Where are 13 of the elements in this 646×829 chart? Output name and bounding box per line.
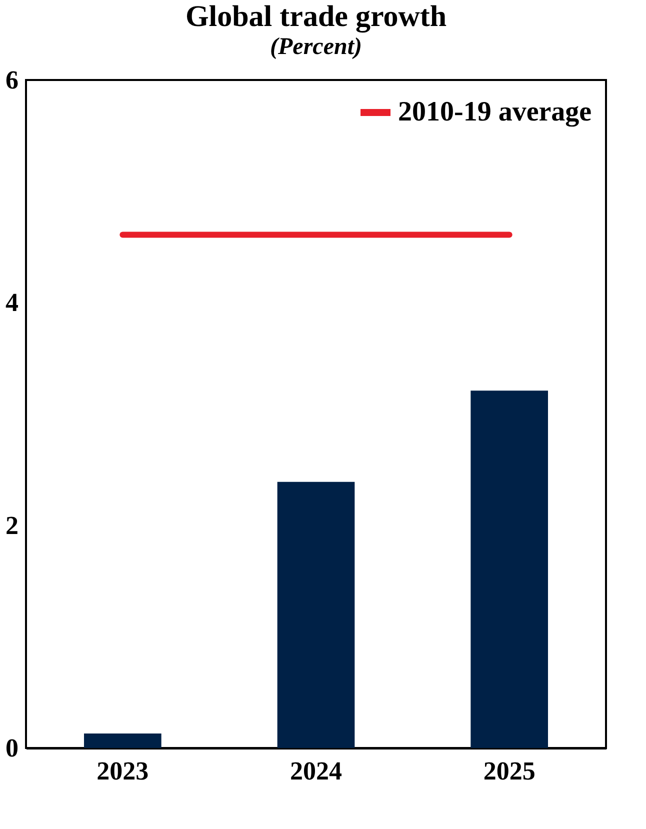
y-tick-label: 6 (6, 66, 18, 94)
y-tick-label: 0 (6, 734, 18, 762)
bar (84, 734, 162, 748)
y-tick-label: 2 (6, 510, 18, 540)
x-tick-label: 2023 (96, 756, 149, 786)
bar (277, 482, 355, 748)
y-tick-label: 4 (6, 288, 18, 318)
legend-label: 2010-19 average (398, 96, 592, 128)
chart-title: Global trade growth (185, 0, 447, 33)
x-tick-label: 2025 (483, 756, 536, 786)
chart-subtitle: (Percent) (270, 34, 362, 60)
x-tick-label: 2024 (290, 756, 342, 786)
bar (470, 390, 548, 748)
